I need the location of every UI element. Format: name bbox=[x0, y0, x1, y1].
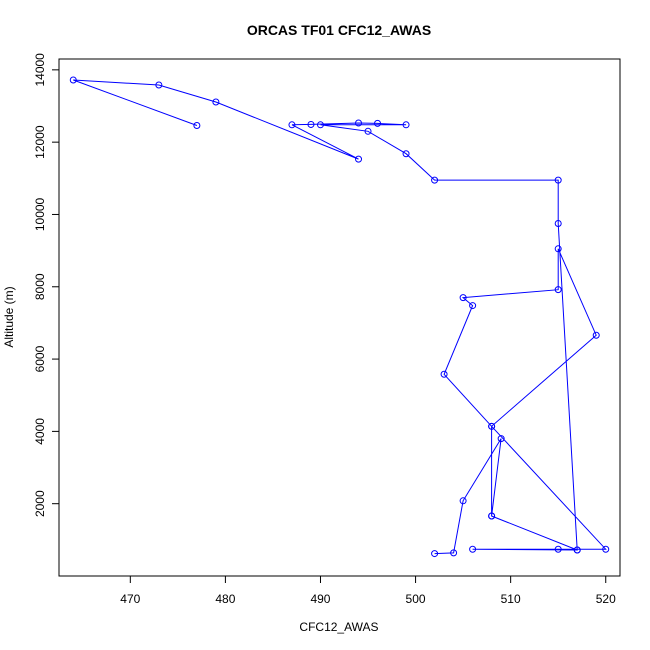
y-tick-label: 6000 bbox=[33, 345, 47, 372]
x-tick-label: 470 bbox=[120, 592, 140, 606]
data-point bbox=[573, 546, 581, 554]
data-point bbox=[316, 121, 324, 129]
data-point bbox=[592, 331, 600, 339]
x-tick-label: 520 bbox=[596, 592, 616, 606]
x-tick-label: 510 bbox=[501, 592, 521, 606]
data-point bbox=[554, 245, 562, 253]
data-point bbox=[554, 286, 562, 294]
plot-frame bbox=[58, 58, 621, 577]
data-point bbox=[459, 497, 467, 505]
x-tick-label: 490 bbox=[310, 592, 330, 606]
y-tick-label: 8000 bbox=[33, 273, 47, 300]
x-axis-label: CFC12_AWAS bbox=[299, 620, 378, 634]
y-tick-label: 2000 bbox=[33, 490, 47, 517]
y-tick-label: 14000 bbox=[33, 53, 47, 87]
data-point bbox=[488, 512, 496, 520]
y-axis-label: Altitude (m) bbox=[2, 286, 16, 347]
data-point bbox=[155, 81, 163, 89]
data-point bbox=[402, 121, 410, 129]
x-tick-label: 480 bbox=[215, 592, 235, 606]
data-point bbox=[307, 120, 315, 128]
data-point bbox=[497, 435, 505, 443]
series-line bbox=[73, 79, 607, 555]
data-point bbox=[431, 550, 439, 558]
data-point bbox=[488, 422, 496, 430]
data-point bbox=[288, 121, 296, 129]
data-point bbox=[364, 127, 372, 135]
data-point bbox=[355, 155, 363, 163]
y-tick-label: 12000 bbox=[33, 125, 47, 159]
data-point bbox=[469, 545, 477, 553]
y-axis: 2000 4000 6000 8000 10000 12000 14000 bbox=[33, 53, 59, 517]
x-axis: 470 480 490 500 510 520 bbox=[120, 576, 616, 606]
y-tick-label: 4000 bbox=[33, 418, 47, 445]
y-tick-label: 10000 bbox=[33, 197, 47, 231]
data-point bbox=[69, 76, 77, 84]
data-point bbox=[431, 176, 439, 184]
data-point bbox=[450, 549, 458, 557]
data-point bbox=[193, 122, 201, 130]
data-point bbox=[402, 150, 410, 158]
data-point bbox=[469, 302, 477, 310]
data-point bbox=[554, 176, 562, 184]
data-point bbox=[374, 119, 382, 127]
data-point bbox=[602, 545, 610, 553]
data-point bbox=[554, 545, 562, 553]
data-point bbox=[459, 294, 467, 302]
x-tick-label: 500 bbox=[406, 592, 426, 606]
series-layer bbox=[69, 76, 610, 558]
data-point bbox=[554, 220, 562, 227]
chart-title: ORCAS TF01 CFC12_AWAS bbox=[247, 22, 431, 38]
data-point bbox=[212, 98, 220, 106]
data-point bbox=[440, 370, 448, 378]
data-point bbox=[355, 119, 363, 127]
